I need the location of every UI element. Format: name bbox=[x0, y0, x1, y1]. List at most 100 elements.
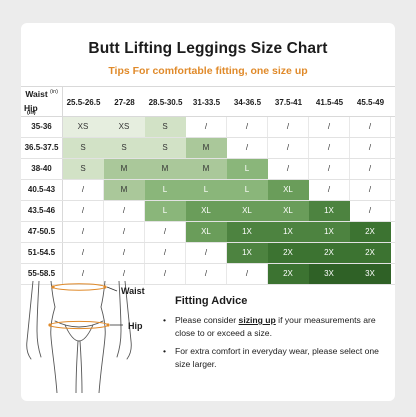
size-cell: XL bbox=[186, 222, 227, 242]
size-cell: / bbox=[350, 180, 391, 200]
bullet-dot-icon: • bbox=[163, 346, 167, 356]
size-cell: S bbox=[145, 117, 186, 137]
table-row: 35-36 XS XS S / / / / / bbox=[21, 117, 395, 138]
body-outline-icon bbox=[26, 280, 132, 394]
size-cell: / bbox=[350, 201, 391, 221]
advice-text-post: if your measurements are close to or exc… bbox=[175, 315, 376, 338]
size-cell: / bbox=[145, 243, 186, 263]
size-cell: 2X bbox=[350, 222, 391, 242]
size-cell: L bbox=[145, 201, 186, 221]
bullet-dot-icon: • bbox=[163, 315, 167, 325]
size-cell: S bbox=[63, 159, 104, 179]
size-cell: / bbox=[63, 222, 104, 242]
size-cell: S bbox=[145, 138, 186, 158]
hip-axis-label: Hip bbox=[24, 103, 38, 113]
hip-unit: (in) bbox=[27, 110, 36, 116]
size-cell: M bbox=[186, 159, 227, 179]
size-cell: XS bbox=[104, 117, 145, 137]
size-cell: XL bbox=[268, 201, 309, 221]
table-row: 47-50.5// / XL 1X 1X 1X 2X bbox=[21, 222, 395, 243]
size-cell: 2X bbox=[309, 243, 350, 263]
size-cell: XS bbox=[63, 117, 104, 137]
size-cell: L bbox=[145, 180, 186, 200]
size-table: Waist (in) Hip (in) 25.5-26.5 27-28 28.5-3… bbox=[21, 86, 395, 285]
hip-row-header: 38-40 bbox=[21, 159, 63, 179]
size-cell: / bbox=[186, 243, 227, 263]
size-cell: 1X bbox=[309, 201, 350, 221]
size-cell: L bbox=[227, 159, 268, 179]
size-cell: / bbox=[186, 117, 227, 137]
size-cell: 1X bbox=[309, 222, 350, 242]
hip-row-header: 43.5-46 bbox=[21, 201, 63, 221]
size-cell: / bbox=[309, 180, 350, 200]
size-cell: / bbox=[350, 138, 391, 158]
hip-row-header: 47-50.5 bbox=[21, 222, 63, 242]
hip-row-header: 55-58.5 bbox=[21, 264, 63, 284]
size-cell: 1X bbox=[268, 222, 309, 242]
advice-text-emphasis: sizing up bbox=[238, 315, 276, 325]
table-row: 36.5-37.5 S S S M / / / / bbox=[21, 138, 395, 159]
table-row: 40.5-43/M L L L XL / / bbox=[21, 180, 395, 201]
size-cell: / bbox=[63, 180, 104, 200]
size-cell: XL bbox=[186, 201, 227, 221]
table-row: 38-40 S M M M L / / / bbox=[21, 159, 395, 180]
waist-unit: (in) bbox=[50, 89, 58, 96]
size-cell: 1X bbox=[227, 222, 268, 242]
hip-row-header: 35-36 bbox=[21, 117, 63, 137]
size-cell: / bbox=[227, 264, 268, 284]
figure-hip-label: Hip bbox=[128, 321, 143, 331]
size-cell: XL bbox=[227, 201, 268, 221]
size-cell: 3X bbox=[350, 264, 391, 284]
hip-row-header: 51-54.5 bbox=[21, 243, 63, 263]
size-cell: / bbox=[268, 159, 309, 179]
size-cell: S bbox=[63, 138, 104, 158]
size-cell: L bbox=[227, 180, 268, 200]
hip-row-header: 36.5-37.5 bbox=[21, 138, 63, 158]
hip-row-header: 40.5-43 bbox=[21, 180, 63, 200]
size-cell: / bbox=[145, 222, 186, 242]
size-cell: / bbox=[227, 117, 268, 137]
waist-axis-label: Waist bbox=[25, 89, 48, 99]
chart-title: Butt Lifting Leggings Size Chart bbox=[88, 40, 328, 57]
size-cell: M bbox=[104, 159, 145, 179]
table-row: 51-54.5// //1X 2X 2X 2X bbox=[21, 243, 395, 264]
size-cell: M bbox=[186, 138, 227, 158]
fitting-advice-title: Fitting Advice bbox=[175, 295, 248, 307]
size-cell: / bbox=[145, 264, 186, 284]
size-cell: / bbox=[63, 243, 104, 263]
size-cell: S bbox=[104, 138, 145, 158]
size-cell: 2X bbox=[268, 264, 309, 284]
size-cell: XL bbox=[268, 180, 309, 200]
size-cell: / bbox=[227, 138, 268, 158]
waist-column-header: 31-33.5 bbox=[192, 98, 221, 107]
chart-subtitle: Tips For comfortable fitting, one size u… bbox=[108, 65, 308, 77]
size-cell: / bbox=[104, 201, 145, 221]
advice-bullet-comfort: • For extra comfort in everyday wear, pl… bbox=[161, 345, 386, 370]
waist-column-header: 27-28 bbox=[114, 98, 135, 107]
size-chart-card: Butt Lifting Leggings Size Chart Tips Fo… bbox=[21, 23, 395, 401]
advice-text-pre: Please consider bbox=[175, 315, 239, 325]
waist-column-header: 37.5-41 bbox=[274, 98, 303, 107]
table-row: 43.5-46// L XL XL XL 1X / bbox=[21, 201, 395, 222]
size-cell: / bbox=[309, 159, 350, 179]
size-cell: / bbox=[350, 159, 391, 179]
size-cell: / bbox=[309, 117, 350, 137]
waist-column-header: 34-36.5 bbox=[233, 98, 262, 107]
waist-column-header: 25.5-26.5 bbox=[66, 98, 101, 107]
waist-column-header: 45.5-49 bbox=[356, 98, 385, 107]
size-cell: / bbox=[268, 117, 309, 137]
size-cell: 3X bbox=[309, 264, 350, 284]
size-cell: / bbox=[350, 117, 391, 137]
figure-waist-label: Waist bbox=[121, 286, 145, 296]
size-cell: M bbox=[104, 180, 145, 200]
advice-bullet-sizing-up: • Please consider sizing up if your meas… bbox=[161, 314, 386, 339]
table-corner: Waist (in) Hip (in) bbox=[21, 87, 63, 116]
size-cell: M bbox=[145, 159, 186, 179]
size-cell: 2X bbox=[268, 243, 309, 263]
advice-text-comfort: For extra comfort in everyday wear, plea… bbox=[175, 346, 379, 369]
waist-column-header: 41.5-45 bbox=[315, 98, 344, 107]
size-cell: / bbox=[104, 264, 145, 284]
body-measurement-figure: Waist Hip bbox=[25, 280, 145, 394]
size-cell: / bbox=[309, 138, 350, 158]
size-cell: / bbox=[63, 201, 104, 221]
